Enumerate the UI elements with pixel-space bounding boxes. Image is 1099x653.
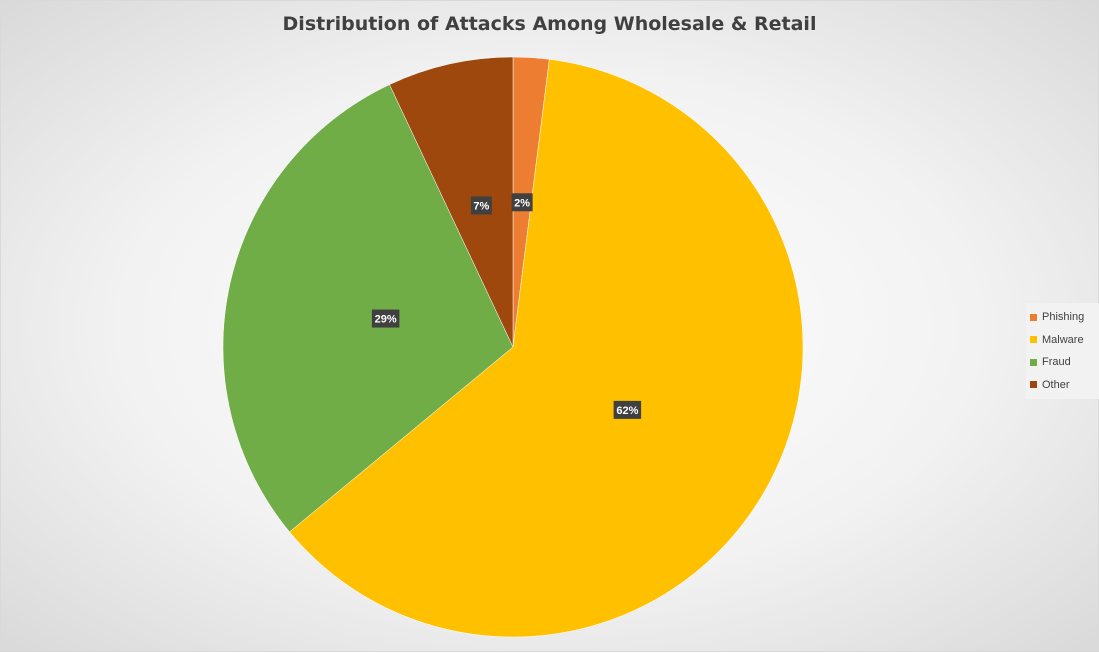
legend-swatch-phishing bbox=[1030, 313, 1037, 321]
svg-text:62%: 62% bbox=[616, 405, 638, 417]
svg-text:2%: 2% bbox=[514, 197, 530, 209]
data-label-malware: 62% bbox=[613, 400, 642, 419]
legend-label: Fraud bbox=[1042, 356, 1071, 369]
legend-swatch-other bbox=[1030, 381, 1037, 389]
chart-title: Distribution of Attacks Among Wholesale … bbox=[282, 13, 817, 35]
legend-label: Malware bbox=[1042, 333, 1084, 346]
data-label-other: 7% bbox=[470, 196, 492, 215]
pie-slice-fraud bbox=[222, 84, 514, 533]
legend-label: Other bbox=[1042, 378, 1070, 391]
svg-text:29%: 29% bbox=[375, 314, 397, 326]
legend-swatch-malware bbox=[1030, 336, 1037, 344]
legend-swatch-fraud bbox=[1030, 358, 1037, 366]
legend-item-phishing: Phishing bbox=[1030, 306, 1096, 329]
data-label-phishing: 2% bbox=[511, 193, 533, 212]
legend-item-fraud: Fraud bbox=[1030, 351, 1096, 374]
pie-slice-malware bbox=[289, 59, 804, 638]
pie-slice-other bbox=[389, 56, 514, 348]
svg-text:7%: 7% bbox=[473, 200, 489, 212]
legend: Phishing Malware Fraud Other bbox=[1026, 303, 1099, 399]
legend-item-other: Other bbox=[1030, 374, 1096, 397]
data-label-fraud: 29% bbox=[371, 309, 400, 328]
legend-item-malware: Malware bbox=[1030, 329, 1096, 352]
legend-label: Phishing bbox=[1042, 311, 1085, 324]
